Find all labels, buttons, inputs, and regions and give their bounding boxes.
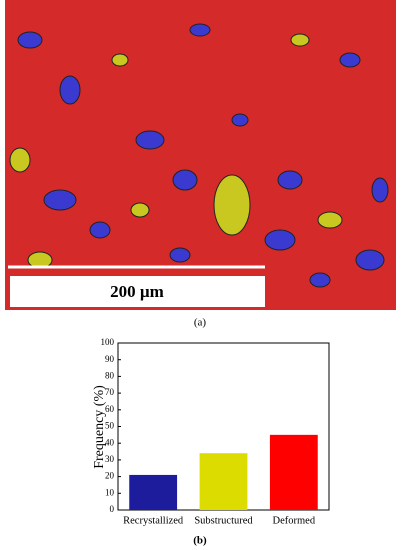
bar-chart: Frequency (%) 0 10 20 30 40 50 60 70 80 90 100 Recr… (92, 337, 330, 526)
bar (199, 453, 248, 510)
panel-label: (b) (193, 535, 207, 547)
bar (269, 434, 318, 510)
y-tick-label: 100 (101, 337, 115, 347)
y-tick-label: 40 (105, 437, 115, 447)
scale-box (10, 276, 265, 307)
x-tick-label: Deformed (273, 515, 316, 526)
y-tick-label: 60 (105, 404, 115, 414)
micrograph-background (5, 0, 396, 310)
scale-label: 200 µm (110, 282, 164, 301)
x-tick-label: Substructured (194, 515, 253, 526)
bar (129, 474, 178, 510)
y-tick-label: 70 (105, 387, 115, 397)
y-tick-label: 20 (105, 471, 115, 481)
y-tick-label: 0 (110, 504, 115, 514)
micrograph: 200 µm (5, 0, 396, 310)
y-tick-label: 30 (105, 454, 115, 464)
y-tick-label: 50 (105, 421, 115, 431)
y-axis-title: Frequency (%) (92, 385, 107, 469)
y-tick-label: 90 (105, 354, 115, 364)
x-tick-label: Recrystallized (123, 515, 184, 526)
grain-map (9, 23, 389, 288)
y-tick-label: 10 (105, 487, 115, 497)
y-tick-label: 80 (105, 370, 115, 380)
panel-label: (a) (194, 317, 207, 329)
